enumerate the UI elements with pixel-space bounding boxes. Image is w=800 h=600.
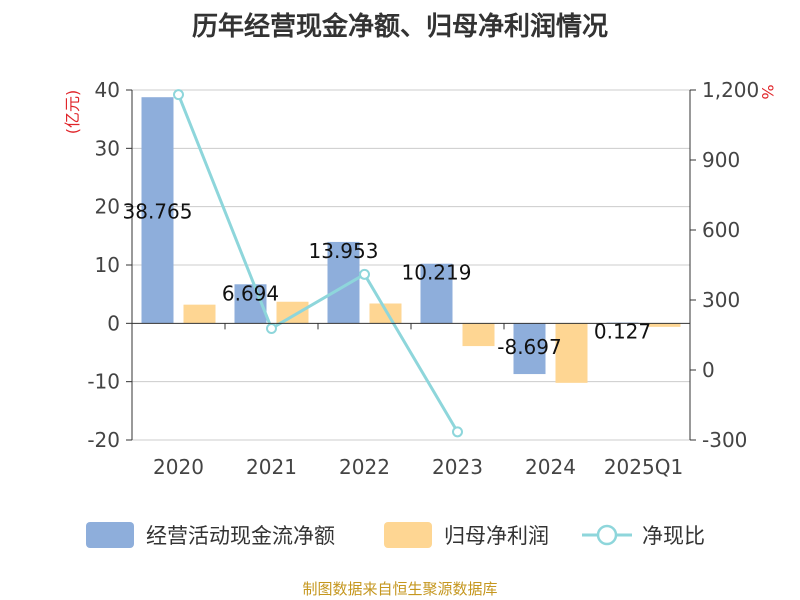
ratio-point — [452, 426, 463, 438]
y-right-tick-label: 600 — [702, 218, 740, 242]
data-label-cashflow: -8.697 — [497, 335, 561, 359]
y-right-unit: % — [758, 84, 777, 99]
bar-profit — [648, 323, 681, 327]
y-left-unit: (亿元) — [63, 90, 82, 135]
x-tick-label: 2020 — [153, 455, 204, 479]
y-left-tick-label: 0 — [107, 311, 120, 335]
legend-swatch-profit[interactable] — [384, 522, 432, 548]
y-left-tick-label: -20 — [87, 428, 120, 452]
ratio-line — [173, 89, 463, 438]
grid-lines — [132, 89, 690, 441]
data-label-cashflow: 6.694 — [222, 281, 279, 305]
ratio-point — [359, 268, 370, 280]
bar-profit — [183, 304, 216, 324]
bar-cashflow — [327, 241, 360, 324]
y-right-tick-label: -300 — [702, 428, 747, 452]
y-left-tick-label: 10 — [95, 253, 120, 277]
legend-label-profit[interactable]: 归母净利润 — [444, 524, 549, 548]
bar-profit — [555, 323, 588, 383]
x-tick-label: 2022 — [339, 455, 390, 479]
bar-cashflow — [420, 263, 453, 324]
y-right-tick-label: 300 — [702, 288, 740, 312]
legend: 经营活动现金流净额 归母净利润 净现比 — [86, 522, 705, 548]
data-labels: 38.765 6.694 13.953 10.219 -8.697 0.127 — [123, 199, 652, 359]
data-label-cashflow: 38.765 — [123, 199, 193, 223]
y-right-tick-label: 0 — [702, 358, 715, 382]
y-left-tick-label: 20 — [95, 195, 120, 219]
bar-cashflow — [141, 97, 174, 324]
axes: 40 30 20 10 0 -10 -20 1,200 900 600 300 0 -300 2020 20… — [87, 78, 759, 479]
data-label-cashflow: 13.953 — [309, 239, 379, 263]
bar-profit — [462, 323, 495, 347]
bar-profit — [276, 301, 309, 324]
legend-label-cashflow[interactable]: 经营活动现金流净额 — [146, 524, 335, 548]
y-left-tick-label: -10 — [87, 370, 120, 394]
x-tick-label: 2024 — [525, 455, 576, 479]
x-tick-label: 2021 — [246, 455, 297, 479]
y-right-tick-label: 1,200 — [702, 78, 759, 102]
chart-title: 历年经营现金净额、归母净利润情况 — [191, 12, 608, 42]
legend-label-ratio[interactable]: 净现比 — [642, 524, 705, 548]
y-left-tick-label: 30 — [95, 136, 120, 160]
ratio-point — [266, 322, 277, 334]
x-tick-label: 2025Q1 — [604, 455, 683, 479]
y-right-tick-label: 900 — [702, 148, 740, 172]
source-note: 制图数据来自恒生聚源数据库 — [302, 580, 498, 598]
legend-swatch-cashflow[interactable] — [86, 522, 134, 548]
bar-cashflow — [513, 323, 546, 375]
y-left-tick-label: 40 — [95, 78, 120, 102]
data-label-cashflow: 0.127 — [594, 320, 651, 344]
x-tick-label: 2023 — [432, 455, 483, 479]
ratio-line-path — [177, 94, 459, 433]
ratio-point — [173, 89, 184, 101]
data-label-cashflow: 10.219 — [402, 261, 472, 285]
legend-swatch-ratio-marker[interactable] — [596, 524, 618, 546]
bar-profit — [369, 303, 402, 324]
bars — [141, 97, 681, 383]
